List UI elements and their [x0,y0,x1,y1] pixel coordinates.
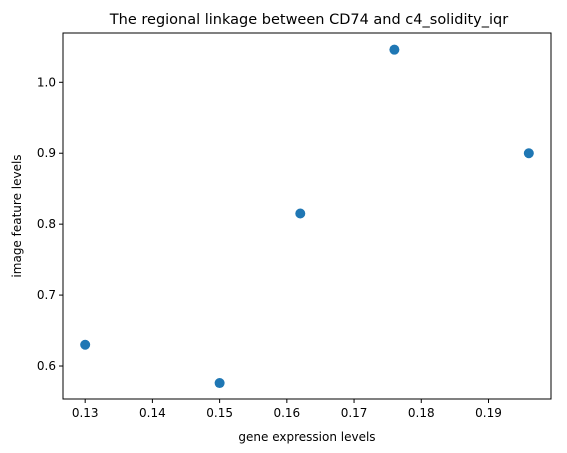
data-points [80,44,534,389]
data-point [523,148,534,159]
data-point [295,208,306,219]
x-tick-label: 0.13 [72,406,99,420]
y-axis-label: image feature levels [10,154,24,277]
x-tick-label: 0.15 [206,406,233,420]
plot-area [62,32,552,400]
chart-title: The regional linkage between CD74 and c4… [109,12,508,28]
y-tick-label: 0.7 [37,288,56,302]
y-axis: 0.6 0.7 0.8 0.9 1.0 [37,75,63,373]
y-tick-label: 1.0 [37,75,56,89]
data-point [214,378,225,389]
y-tick-label: 0.8 [37,217,56,231]
x-tick-label: 0.19 [475,406,502,420]
x-tick-label: 0.17 [341,406,368,420]
data-point [389,44,400,55]
x-tick-label: 0.16 [273,406,300,420]
x-tick-label: 0.14 [139,406,166,420]
x-axis-label: gene expression levels [238,430,375,444]
x-axis: 0.13 0.14 0.15 0.16 0.17 0.18 0.19 [72,399,502,420]
x-tick-label: 0.18 [408,406,435,420]
data-point [80,339,91,350]
y-tick-label: 0.6 [37,359,56,373]
y-tick-label: 0.9 [37,146,56,160]
